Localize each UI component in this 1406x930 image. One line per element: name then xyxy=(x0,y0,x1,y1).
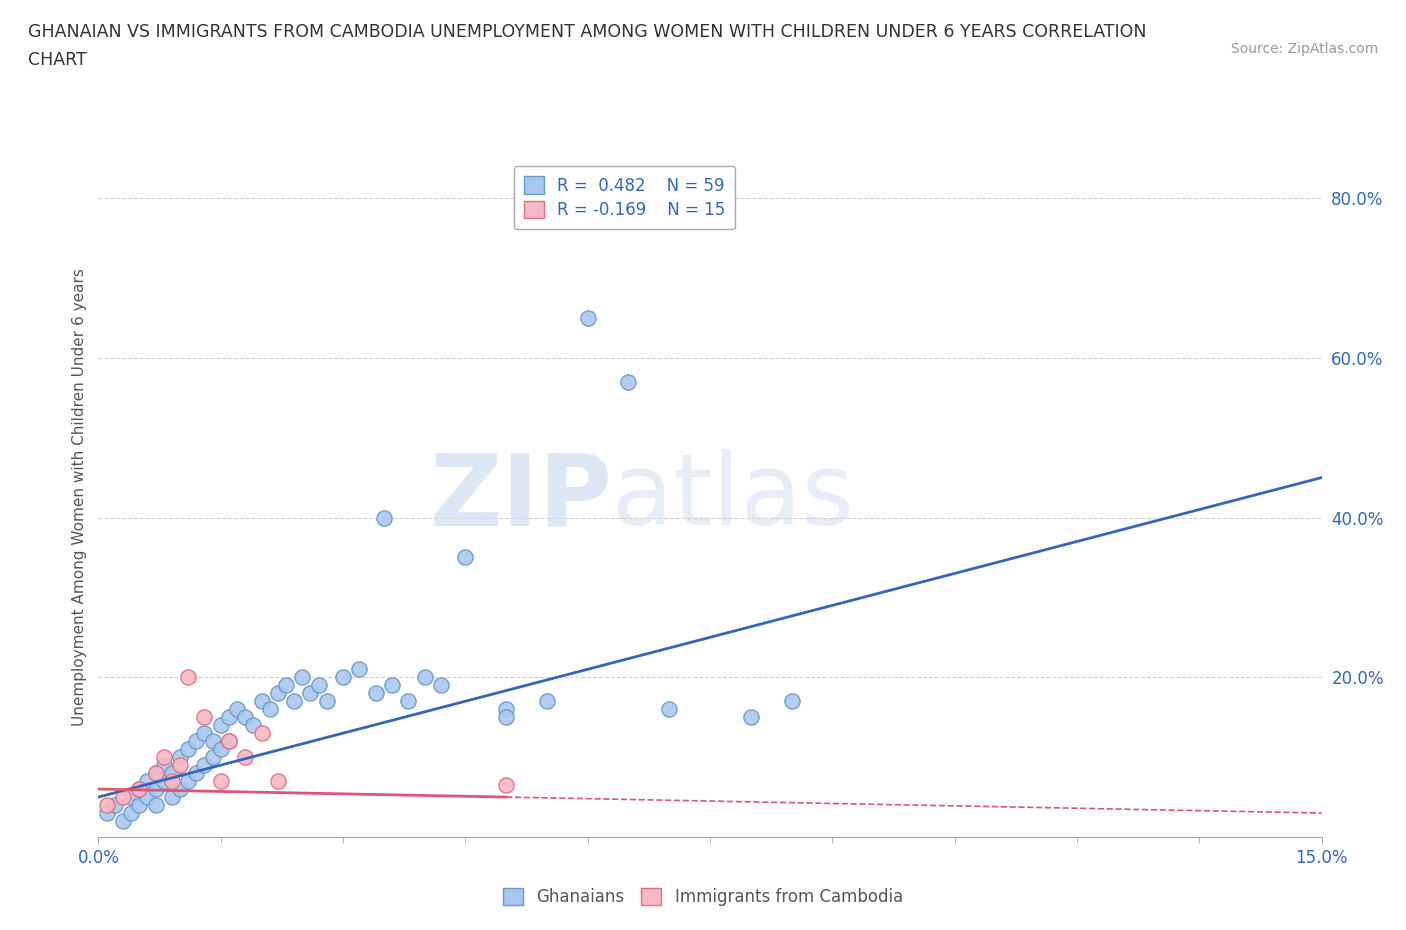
Point xyxy=(209,742,232,757)
Point xyxy=(186,765,208,780)
Point xyxy=(267,774,290,789)
Point xyxy=(495,702,517,717)
Legend: R =  0.482    N = 59, R = -0.169    N = 15: R = 0.482 N = 59, R = -0.169 N = 15 xyxy=(513,166,735,230)
Point xyxy=(780,694,803,709)
Text: CHART: CHART xyxy=(28,51,87,69)
Point xyxy=(454,550,477,565)
Point xyxy=(250,725,273,740)
Point xyxy=(315,694,337,709)
Point xyxy=(111,814,134,829)
Point xyxy=(136,774,159,789)
Point xyxy=(364,685,387,700)
Point xyxy=(96,798,118,813)
Point xyxy=(177,670,200,684)
Point xyxy=(495,777,517,792)
Point xyxy=(218,734,240,749)
Point xyxy=(145,781,167,796)
Point xyxy=(201,750,224,764)
Point xyxy=(308,678,330,693)
Point xyxy=(177,774,200,789)
Point xyxy=(145,798,167,813)
Y-axis label: Unemployment Among Women with Children Under 6 years: Unemployment Among Women with Children U… xyxy=(72,269,87,726)
Point xyxy=(160,765,183,780)
Point xyxy=(283,694,305,709)
Point xyxy=(381,678,404,693)
Point xyxy=(349,662,371,677)
Point xyxy=(193,725,215,740)
Point xyxy=(291,670,314,684)
Point xyxy=(201,734,224,749)
Point xyxy=(267,685,290,700)
Point xyxy=(218,710,240,724)
Point xyxy=(177,742,200,757)
Point xyxy=(373,510,395,525)
Point xyxy=(413,670,436,684)
Point xyxy=(145,765,167,780)
Text: GHANAIAN VS IMMIGRANTS FROM CAMBODIA UNEMPLOYMENT AMONG WOMEN WITH CHILDREN UNDE: GHANAIAN VS IMMIGRANTS FROM CAMBODIA UNE… xyxy=(28,23,1147,41)
Point xyxy=(160,790,183,804)
Point xyxy=(495,710,517,724)
Point xyxy=(226,702,249,717)
Point xyxy=(145,765,167,780)
Text: Source: ZipAtlas.com: Source: ZipAtlas.com xyxy=(1230,42,1378,56)
Point xyxy=(396,694,419,709)
Point xyxy=(120,805,142,820)
Point xyxy=(617,374,640,389)
Point xyxy=(242,718,264,733)
Point xyxy=(120,790,142,804)
Point xyxy=(128,781,150,796)
Point xyxy=(576,311,599,325)
Text: atlas: atlas xyxy=(612,449,853,546)
Point xyxy=(152,774,174,789)
Point xyxy=(128,798,150,813)
Legend: Ghanaians, Immigrants from Cambodia: Ghanaians, Immigrants from Cambodia xyxy=(496,881,910,912)
Text: ZIP: ZIP xyxy=(429,449,612,546)
Point xyxy=(740,710,762,724)
Point xyxy=(186,734,208,749)
Point xyxy=(209,774,232,789)
Point xyxy=(136,790,159,804)
Point xyxy=(233,750,256,764)
Point xyxy=(169,750,191,764)
Point xyxy=(274,678,297,693)
Point xyxy=(430,678,453,693)
Point xyxy=(250,694,273,709)
Point xyxy=(128,781,150,796)
Point xyxy=(152,750,174,764)
Point xyxy=(259,702,281,717)
Point xyxy=(160,774,183,789)
Point xyxy=(111,790,134,804)
Point xyxy=(193,710,215,724)
Point xyxy=(169,758,191,773)
Point xyxy=(104,798,127,813)
Point xyxy=(658,702,681,717)
Point xyxy=(169,781,191,796)
Point xyxy=(209,718,232,733)
Point xyxy=(536,694,558,709)
Point xyxy=(299,685,322,700)
Point xyxy=(233,710,256,724)
Point xyxy=(193,758,215,773)
Point xyxy=(96,805,118,820)
Point xyxy=(218,734,240,749)
Point xyxy=(152,758,174,773)
Point xyxy=(332,670,354,684)
